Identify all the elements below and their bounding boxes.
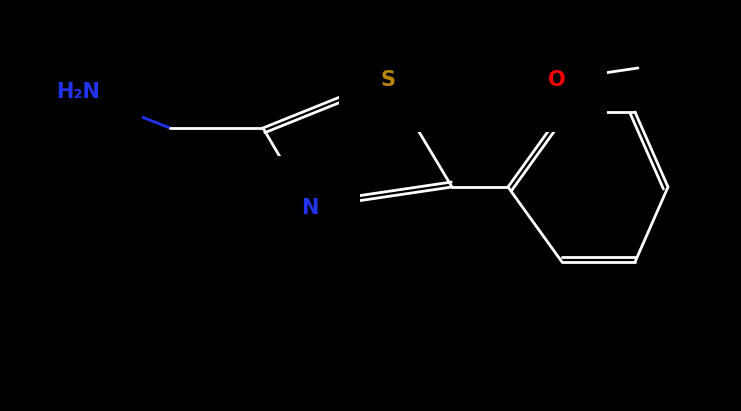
Text: H₂N: H₂N	[56, 82, 100, 102]
Text: N: N	[302, 198, 319, 218]
Text: O: O	[548, 70, 566, 90]
Text: S: S	[380, 70, 396, 90]
